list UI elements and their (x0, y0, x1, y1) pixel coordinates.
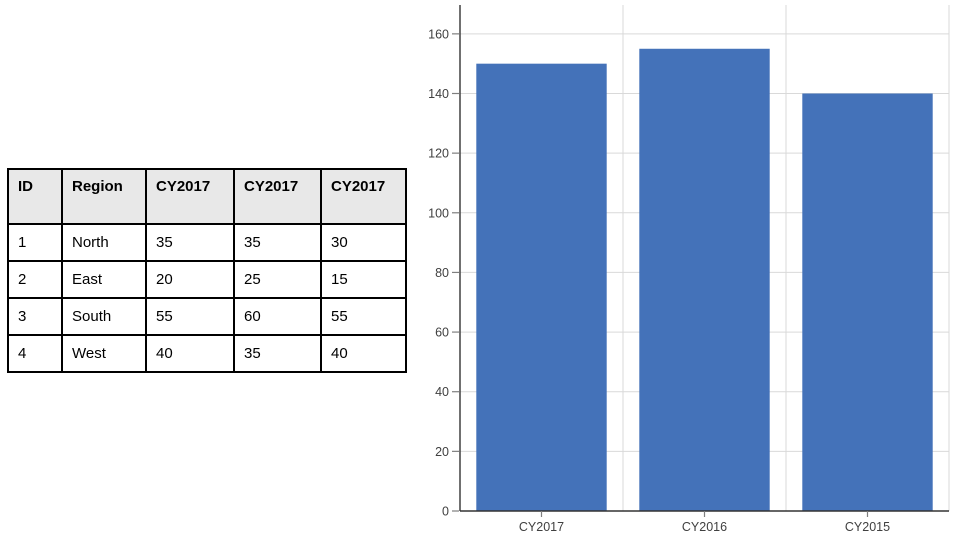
y-tick-label-120: 120 (428, 147, 449, 161)
table-cell-r1-c3: 25 (233, 260, 322, 299)
table-cell-r3-c1: West (61, 334, 147, 373)
region-table-container: ID Region CY2017 CY2017 CY2017 1 North 35 35 30 2… (7, 168, 407, 373)
y-tick-label-100: 100 (428, 206, 449, 220)
table-cell-r0-c3: 35 (233, 223, 322, 262)
table-cell-r2-c3: 60 (233, 297, 322, 336)
header-cell-2: CY2017 (145, 168, 235, 225)
bar-cy2017 (476, 63, 607, 512)
header-cell-1: Region (61, 168, 147, 225)
header-cell-3: CY2017 (233, 168, 322, 225)
table-header-row: ID Region CY2017 CY2017 CY2017 (7, 168, 407, 225)
table-cell-r2-c0: 3 (7, 297, 63, 336)
table-body: 1 North 35 35 30 2 East 20 25 15 3 South 55 60 55 4 West… (7, 223, 407, 373)
y-tick-label-60: 60 (435, 326, 449, 340)
y-tick-label-20: 20 (435, 445, 449, 459)
table-cell-r3-c2: 40 (145, 334, 235, 373)
bar-chart-svg: 0 20 40 60 80 100 120 140 160 CY2017 CY2016 CY2015 (428, 5, 950, 534)
x-tick-label-cy2017: CY2017 (519, 520, 564, 534)
table-cell-r1-c1: East (61, 260, 147, 299)
table-cell-r3-c3: 35 (233, 334, 322, 373)
y-tick-label-0: 0 (442, 505, 449, 519)
table-row-2: 3 South 55 60 55 (7, 297, 407, 336)
bar-cy2016 (639, 48, 770, 512)
table-cell-r0-c0: 1 (7, 223, 63, 262)
y-tick-label-140: 140 (428, 87, 449, 101)
y-tick-label-80: 80 (435, 266, 449, 280)
table-cell-r0-c2: 35 (145, 223, 235, 262)
table-cell-r2-c4: 55 (320, 297, 407, 336)
table-cell-r2-c2: 55 (145, 297, 235, 336)
x-tick-label-cy2015: CY2015 (845, 520, 890, 534)
header-cell-0: ID (7, 168, 63, 225)
table-cell-r1-c0: 2 (7, 260, 63, 299)
table-cell-r3-c4: 40 (320, 334, 407, 373)
table-row-3: 4 West 40 35 40 (7, 334, 407, 373)
bar-cy2015 (802, 93, 933, 511)
table-row-0: 1 North 35 35 30 (7, 223, 407, 262)
header-cell-4: CY2017 (320, 168, 407, 225)
bar-chart: 0 20 40 60 80 100 120 140 160 CY2017 CY2016 CY2015 (420, 0, 958, 541)
table-cell-r0-c1: North (61, 223, 147, 262)
region-data-table: ID Region CY2017 CY2017 CY2017 1 North 35 35 30 2… (7, 168, 407, 373)
x-tick-label-cy2016: CY2016 (682, 520, 727, 534)
table-cell-r1-c2: 20 (145, 260, 235, 299)
table-cell-r0-c4: 30 (320, 223, 407, 262)
table-cell-r1-c4: 15 (320, 260, 407, 299)
table-cell-r3-c0: 4 (7, 334, 63, 373)
y-tick-label-160: 160 (428, 27, 449, 41)
y-tick-label-40: 40 (435, 385, 449, 399)
table-row-1: 2 East 20 25 15 (7, 260, 407, 299)
table-cell-r2-c1: South (61, 297, 147, 336)
